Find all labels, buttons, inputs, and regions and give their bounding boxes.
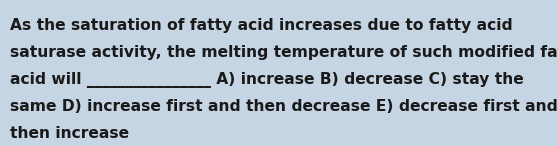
Text: As the saturation of fatty acid increases due to fatty acid: As the saturation of fatty acid increase… [10, 18, 513, 33]
Text: same D) increase first and then decrease E) decrease first and: same D) increase first and then decrease… [10, 99, 558, 114]
Text: acid will ________________ A) increase B) decrease C) stay the: acid will ________________ A) increase B… [10, 72, 524, 88]
Text: saturase activity, the melting temperature of such modified fatty: saturase activity, the melting temperatu… [10, 45, 558, 60]
Text: then increase: then increase [10, 126, 129, 141]
